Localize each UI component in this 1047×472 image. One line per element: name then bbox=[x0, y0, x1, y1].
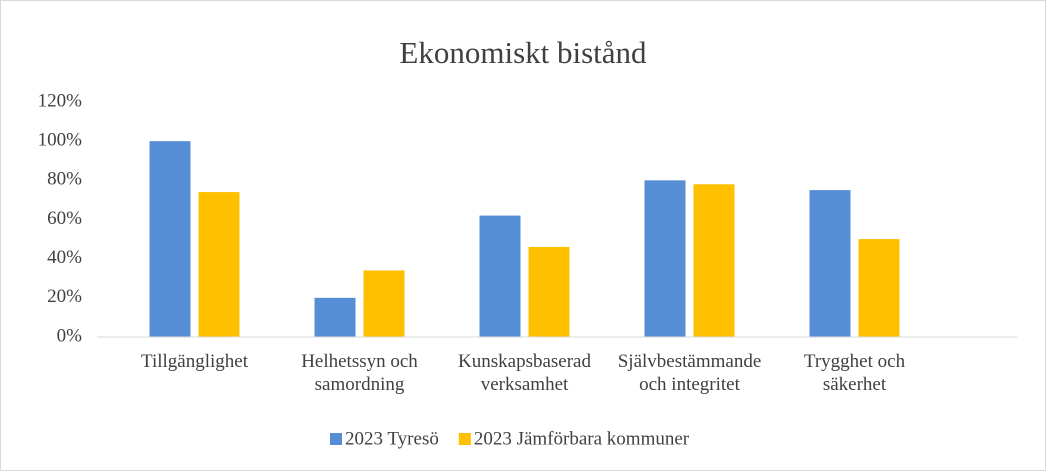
legend-label: 2023 Jämförbara kommuner bbox=[474, 428, 690, 449]
x-tick-label: Självbestämmande och integritet bbox=[617, 351, 762, 395]
bar bbox=[693, 184, 735, 337]
legend-label: 2023 Tyresö bbox=[345, 428, 439, 449]
x-tick-label: Kunskapsbaserad verksamhet bbox=[458, 351, 591, 395]
x-tick-label: Tillgänglighet bbox=[141, 351, 248, 372]
y-tick-label: 0% bbox=[57, 325, 83, 346]
y-tick-label: 120% bbox=[38, 90, 83, 111]
bar bbox=[149, 141, 191, 337]
bar bbox=[363, 270, 405, 337]
chart-title: Ekonomiskt bistånd bbox=[399, 35, 647, 70]
bar bbox=[479, 215, 521, 337]
bar bbox=[314, 297, 356, 337]
legend-swatch bbox=[330, 433, 342, 445]
x-tick-label: Helhetssyn och samordning bbox=[301, 351, 418, 395]
bar bbox=[809, 190, 851, 337]
bar bbox=[198, 192, 240, 337]
y-tick-label: 40% bbox=[47, 247, 82, 268]
y-tick-label: 20% bbox=[47, 286, 82, 307]
bar bbox=[858, 239, 900, 337]
y-tick-label: 80% bbox=[47, 169, 82, 190]
x-tick-label: Trygghet och säkerhet bbox=[803, 351, 906, 395]
y-tick-label: 100% bbox=[38, 130, 83, 151]
bar bbox=[528, 246, 570, 337]
bar bbox=[644, 180, 686, 337]
legend-swatch bbox=[458, 433, 471, 445]
y-tick-label: 60% bbox=[47, 208, 82, 229]
